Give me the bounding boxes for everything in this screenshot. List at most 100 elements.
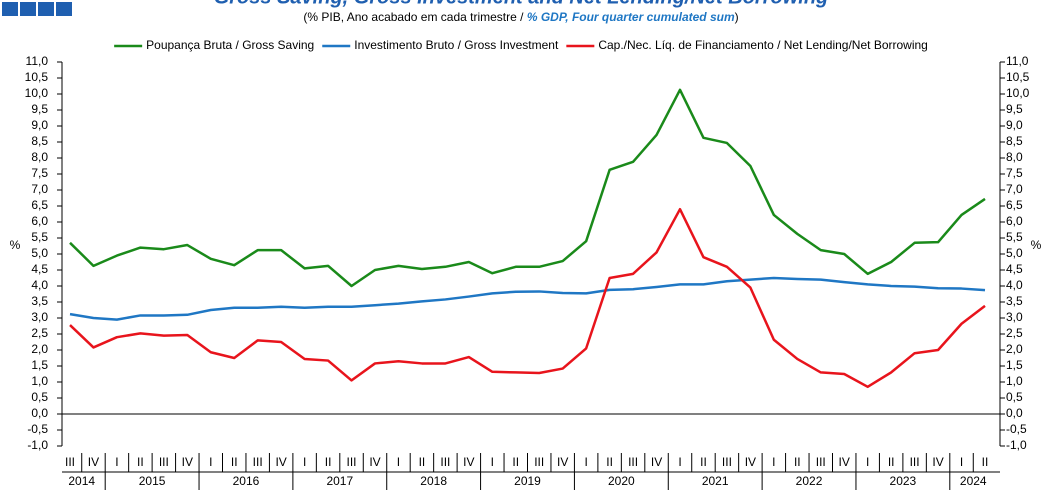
y-tick-label: 8,0	[31, 150, 48, 164]
x-tick-label: I	[960, 455, 963, 469]
x-tick-label: I	[115, 455, 118, 469]
legend-label: Investimento Bruto / Gross Investment	[354, 38, 559, 52]
y-tick-label: 5,0	[31, 246, 48, 260]
y-tick-label: 6,0	[31, 214, 48, 228]
y2-tick-label: 1,0	[1006, 374, 1023, 388]
y2-tick-label: 0,0	[1006, 406, 1023, 420]
y2-tick-label: 7,5	[1006, 166, 1023, 180]
x-tick-label: II	[794, 455, 801, 469]
y2-tick-label: 2,5	[1006, 326, 1023, 340]
legend-label: Poupança Bruta / Gross Saving	[146, 38, 314, 52]
series-line	[69, 88, 986, 288]
year-label: 2024	[960, 474, 987, 488]
x-tick-label: II	[982, 455, 989, 469]
series-line	[69, 207, 986, 389]
y-tick-label: 10,0	[25, 86, 49, 100]
x-tick-label: IV	[182, 455, 193, 469]
y-tick-label: -0,5	[27, 422, 48, 436]
y2-tick-label: 6,5	[1006, 198, 1023, 212]
x-tick-label: II	[419, 455, 426, 469]
year-label: 2022	[796, 474, 823, 488]
y-axis-label: %	[10, 238, 21, 252]
y-tick-label: 4,5	[31, 262, 48, 276]
y-tick-label: 9,5	[31, 102, 48, 116]
y-tick-label: 10,5	[25, 70, 49, 84]
series-line	[69, 276, 986, 321]
logo-block	[20, 2, 36, 16]
x-tick-label: I	[491, 455, 494, 469]
y-tick-label: 11,0	[26, 54, 49, 68]
x-tick-label: IV	[932, 455, 943, 469]
x-tick-label: III	[65, 455, 75, 469]
y2-tick-label: -1,0	[1006, 438, 1027, 452]
chart-title: Gross Saving, Gross Investment and Net L…	[214, 0, 829, 8]
x-tick-label: IV	[88, 455, 99, 469]
x-tick-label: III	[347, 455, 357, 469]
y-tick-label: 2,5	[31, 326, 48, 340]
logo-block	[2, 2, 18, 16]
y2-tick-label: 3,0	[1006, 310, 1023, 324]
logo-block	[38, 2, 54, 16]
x-tick-label: II	[888, 455, 895, 469]
x-tick-label: I	[866, 455, 869, 469]
year-label: 2018	[420, 474, 447, 488]
y2-axis-label: %	[1031, 238, 1042, 252]
y-tick-label: 6,5	[31, 198, 48, 212]
x-tick-label: II	[606, 455, 613, 469]
y2-tick-label: 8,0	[1006, 150, 1023, 164]
subtitle-part: % GDP, Four quarter cumulated sum	[527, 10, 735, 24]
y-tick-label: -1,0	[27, 438, 48, 452]
y2-tick-label: 11,0	[1006, 54, 1029, 68]
y-tick-label: 8,5	[31, 134, 48, 148]
y2-tick-label: 9,0	[1006, 118, 1023, 132]
x-tick-label: IV	[745, 455, 756, 469]
year-label: 2017	[326, 474, 353, 488]
y2-tick-label: 7,0	[1006, 182, 1023, 196]
y2-tick-label: 6,0	[1006, 214, 1023, 228]
y-tick-label: 7,0	[31, 182, 48, 196]
x-tick-label: II	[325, 455, 332, 469]
y2-tick-label: 3,5	[1006, 294, 1023, 308]
x-tick-label: I	[678, 455, 681, 469]
y2-tick-label: 9,5	[1006, 102, 1023, 116]
year-label: 2020	[608, 474, 635, 488]
y-tick-label: 3,5	[31, 294, 48, 308]
y-tick-label: 2,0	[31, 342, 48, 356]
subtitle-part: (% PIB, Ano acabado em cada trimestre /	[303, 10, 526, 24]
x-tick-label: I	[772, 455, 775, 469]
x-tick-label: III	[159, 455, 169, 469]
y2-tick-label: 4,5	[1006, 262, 1023, 276]
x-tick-label: III	[628, 455, 638, 469]
x-tick-label: II	[700, 455, 707, 469]
y2-tick-label: 8,5	[1006, 134, 1023, 148]
x-tick-label: III	[440, 455, 450, 469]
x-tick-label: II	[137, 455, 144, 469]
y-tick-label: 3,0	[31, 310, 48, 324]
y2-tick-label: 5,0	[1006, 246, 1023, 260]
x-tick-label: III	[253, 455, 263, 469]
y-tick-label: 1,5	[31, 358, 48, 372]
y-tick-label: 5,5	[31, 230, 48, 244]
year-label: 2015	[139, 474, 166, 488]
y2-tick-label: -0,5	[1006, 422, 1027, 436]
y2-tick-label: 1,5	[1006, 358, 1023, 372]
y2-tick-label: 2,0	[1006, 342, 1023, 356]
y2-tick-label: 10,5	[1006, 70, 1030, 84]
x-tick-label: I	[209, 455, 212, 469]
x-tick-label: II	[512, 455, 519, 469]
logo	[2, 2, 72, 16]
year-label: 2023	[890, 474, 917, 488]
year-label: 2016	[233, 474, 260, 488]
y2-tick-label: 5,5	[1006, 230, 1023, 244]
y2-tick-label: 4,0	[1006, 278, 1023, 292]
legend-label: Cap./Nec. Líq. de Financiamento / Net Le…	[598, 38, 928, 52]
x-tick-label: I	[397, 455, 400, 469]
subtitle-part: )	[735, 10, 739, 24]
year-label: 2021	[702, 474, 729, 488]
x-tick-label: IV	[369, 455, 380, 469]
x-tick-label: IV	[651, 455, 662, 469]
y-tick-label: 4,0	[31, 278, 48, 292]
year-label: 2019	[514, 474, 541, 488]
